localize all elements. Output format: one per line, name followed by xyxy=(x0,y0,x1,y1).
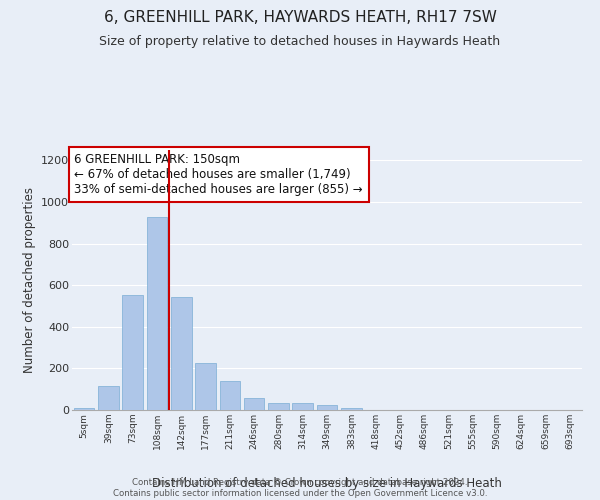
Bar xyxy=(171,296,191,410)
Text: Contains HM Land Registry data © Crown copyright and database right 2024.
Contai: Contains HM Land Registry data © Crown c… xyxy=(113,478,487,498)
Bar xyxy=(244,398,265,410)
Bar xyxy=(268,402,289,410)
Bar xyxy=(146,216,167,410)
Bar xyxy=(74,408,94,410)
Y-axis label: Number of detached properties: Number of detached properties xyxy=(23,187,35,373)
Text: 6 GREENHILL PARK: 150sqm
← 67% of detached houses are smaller (1,749)
33% of sem: 6 GREENHILL PARK: 150sqm ← 67% of detach… xyxy=(74,153,363,196)
Bar xyxy=(98,386,119,410)
Bar xyxy=(220,381,240,410)
Text: Size of property relative to detached houses in Haywards Heath: Size of property relative to detached ho… xyxy=(100,35,500,48)
Bar xyxy=(122,294,143,410)
Bar xyxy=(292,402,313,410)
Bar xyxy=(195,363,216,410)
Bar xyxy=(317,406,337,410)
Text: 6, GREENHILL PARK, HAYWARDS HEATH, RH17 7SW: 6, GREENHILL PARK, HAYWARDS HEATH, RH17 … xyxy=(104,10,496,25)
Text: Distribution of detached houses by size in Haywards Heath: Distribution of detached houses by size … xyxy=(152,477,502,490)
Bar xyxy=(341,408,362,410)
